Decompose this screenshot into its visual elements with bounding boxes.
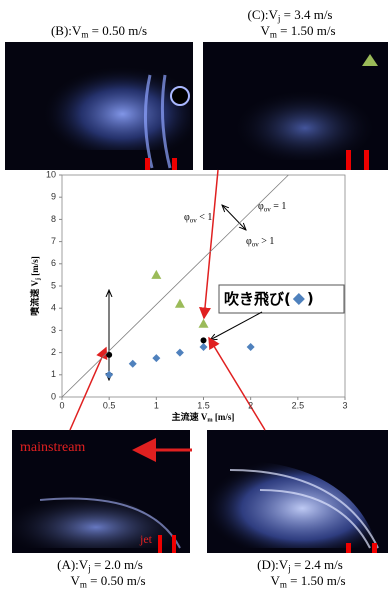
photo-caption-part: = 3.4 m/s [280,7,332,22]
mainstream-label: mainstream [20,440,85,455]
y-axis-label-part: 噴流速 V [29,280,40,316]
point [201,337,207,343]
photo-caption-sub: m [81,29,88,39]
y-tick-label: 3 [51,325,56,335]
x-axis-label-part: [m/s] [213,412,235,422]
photo-b [5,42,193,170]
phi-annotation-part: = 1 [271,201,287,212]
y-tick-label: 2 [51,347,56,357]
phi-annotation-part: < 1 [197,212,213,223]
y-tick-label: 4 [51,303,56,313]
jet-label: jet [139,532,153,546]
x-axis-label-part: 主流速 V [172,411,208,422]
phi-annotation: φov > 1 [246,236,274,248]
y-tick-label: 9 [51,192,56,202]
phi-annotation: φov = 1 [258,201,286,213]
phi-annotation-part: > 1 [259,236,275,247]
y-tick-label: 7 [51,236,56,246]
photo-caption-sub: m [80,579,87,589]
x-tick-label: 2.5 [292,400,305,410]
photo-d [207,430,388,553]
photo-caption-part: (A):V [57,557,89,572]
y-tick-label: 0 [51,391,56,401]
x-tick-label: 1.5 [197,400,210,410]
photo-caption: Vm = 1.50 m/s [270,573,345,589]
y-axis-label-part: [m/s] [30,256,40,278]
photo-caption-part: = 1.50 m/s [277,23,336,38]
photo-caption-part: = 0.50 m/s [88,23,147,38]
photo-caption: (C):Vj = 3.4 m/s [248,7,333,23]
x-tick-label: 1 [154,400,159,410]
legend-label: 吹き飛び(吹き飛び [224,290,292,308]
y-tick-label: 10 [46,169,56,179]
x-tick-label: 2 [248,400,253,410]
y-axis-label: 噴流速 Vj [m/s] [29,256,42,316]
y-tick-label: 8 [51,214,56,224]
legend-part: 吹き飛び( [224,290,291,308]
photo-caption-part: = 2.0 m/s [91,557,143,572]
figure: mainstream jet 0 0.5 1 1.5 2 2.5 3 0 1 2 3 4 5 6 7 8 9 10… [0,0,392,592]
x-tick-label: 0.5 [103,400,116,410]
photo-caption: Vm = 1.50 m/s [260,23,335,39]
photo-caption-part: (B):V [51,23,82,38]
photo-caption-part: = 0.50 m/s [87,573,146,588]
y-tick-label: 1 [51,369,56,379]
photo-caption-sub: m [280,579,287,589]
photo-caption: (B):Vm = 0.50 m/s [51,23,147,39]
y-tick-label: 5 [51,280,56,290]
x-tick-label: 0 [59,400,64,410]
x-axis-label: 主流速 Vm [m/s] [172,411,235,424]
photo-caption-sub: m [270,29,277,39]
y-tick-label: 6 [51,258,56,268]
photo-caption-part: = 1.50 m/s [287,573,346,588]
phi-annotation: φov < 1 [184,212,212,224]
photo-c [203,42,388,170]
x-tick-label: 3 [342,400,347,410]
photo-caption-part: (C):V [248,7,279,22]
photo-caption-part: = 2.4 m/s [291,557,343,572]
photo-caption: (D):Vj = 2.4 m/s [257,557,343,573]
legend-label: ) [307,290,314,308]
photo-caption-part: (D):V [257,557,289,572]
photo-caption: Vm = 0.50 m/s [70,573,145,589]
photo-caption: (A):Vj = 2.0 m/s [57,557,143,573]
